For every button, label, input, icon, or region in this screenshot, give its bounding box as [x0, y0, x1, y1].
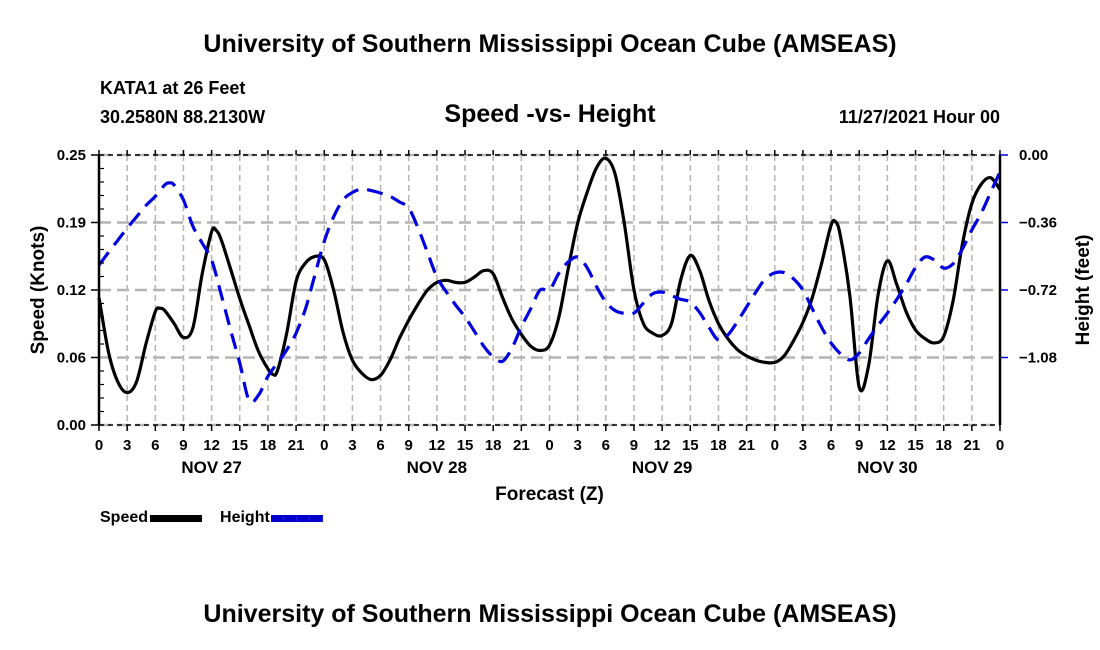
station-label: KATA1 at 26 Feet	[100, 78, 246, 98]
day-label: NOV 27	[181, 458, 241, 477]
x-tick-label: 3	[799, 437, 807, 454]
x-tick-label: 12	[654, 437, 671, 454]
y-tick-label: 0.06	[57, 350, 86, 367]
y-tick-label: 0.25	[57, 147, 86, 164]
x-tick-label: 12	[429, 437, 446, 454]
x-tick-label: 18	[260, 437, 277, 454]
legend-swatch-height	[270, 514, 323, 522]
x-tick-label: 3	[123, 437, 131, 454]
y2-tick-label: −0.72	[1019, 282, 1057, 299]
legend-label-speed: Speed	[100, 509, 149, 526]
day-label: NOV 30	[857, 458, 917, 477]
x-tick-label: 0	[95, 437, 103, 454]
legend-label-height: Height	[220, 509, 270, 526]
series-layer	[97, 156, 1002, 405]
x-tick-label: 0	[996, 437, 1004, 454]
x-tick-label: 3	[573, 437, 581, 454]
legend-swatch-speed	[150, 514, 203, 522]
day-label: NOV 29	[632, 458, 692, 477]
chart-title: Speed -vs- Height	[444, 100, 656, 128]
y2-tick-label: −1.08	[1019, 350, 1057, 367]
x-tick-label: 12	[203, 437, 220, 454]
x-tick-label: 18	[485, 437, 502, 454]
x-tick-label: 6	[376, 437, 384, 454]
x-tick-label: 15	[231, 437, 248, 454]
x-tick-label: 21	[288, 437, 305, 454]
x-tick-label: 15	[907, 437, 924, 454]
legend-item-height: Height	[220, 509, 323, 527]
x-tick-label: 9	[630, 437, 638, 454]
y2-tick-label: 0.00	[1019, 147, 1048, 164]
y-tick-label: 0.12	[57, 282, 86, 299]
x-axis-label: Forecast (Z)	[495, 484, 604, 505]
x-tick-label: 9	[405, 437, 413, 454]
x-tick-label: 9	[855, 437, 863, 454]
series-line-speed	[97, 156, 1002, 395]
x-tick-label: 18	[935, 437, 952, 454]
legend-item-speed: Speed	[100, 509, 203, 527]
day-label: NOV 28	[407, 458, 467, 477]
x-tick-label: 21	[738, 437, 755, 454]
x-tick-label: 6	[602, 437, 610, 454]
coordinates-label: 30.2580N 88.2130W	[100, 107, 266, 127]
y-tick-label: 0.19	[57, 215, 86, 232]
x-tick-label: 9	[179, 437, 187, 454]
y-axis-label: Speed (Knots)	[28, 226, 49, 355]
y2-axis-label: Height (feet)	[1073, 235, 1094, 346]
x-tick-label: 12	[879, 437, 896, 454]
y-tick-label: 0.00	[57, 417, 86, 434]
x-tick-label: 21	[964, 437, 981, 454]
axes	[91, 150, 1008, 431]
axis-labels: 0 3 6 9 12 15 18 21 0 3 6 9 12 15 18 21 0 3 6 9 12 15 18 21 0 3 6 9…	[28, 147, 1094, 505]
footer-title: University of Southern Mississippi Ocean…	[203, 600, 897, 628]
x-tick-label: 0	[771, 437, 779, 454]
x-tick-label: 15	[682, 437, 699, 454]
x-tick-label: 0	[320, 437, 328, 454]
forecast-datetime: 11/27/2021 Hour 00	[838, 107, 1000, 127]
x-tick-label: 6	[827, 437, 835, 454]
series-line-height	[97, 171, 1002, 405]
y2-tick-label: −0.36	[1019, 215, 1057, 232]
x-tick-label: 15	[457, 437, 474, 454]
x-tick-label: 18	[710, 437, 727, 454]
x-tick-label: 6	[151, 437, 159, 454]
x-tick-label: 0	[545, 437, 553, 454]
x-tick-label: 3	[348, 437, 356, 454]
x-tick-label: 21	[513, 437, 530, 454]
legend: Speed Height	[100, 509, 341, 527]
main-title: University of Southern Mississippi Ocean…	[203, 30, 897, 58]
